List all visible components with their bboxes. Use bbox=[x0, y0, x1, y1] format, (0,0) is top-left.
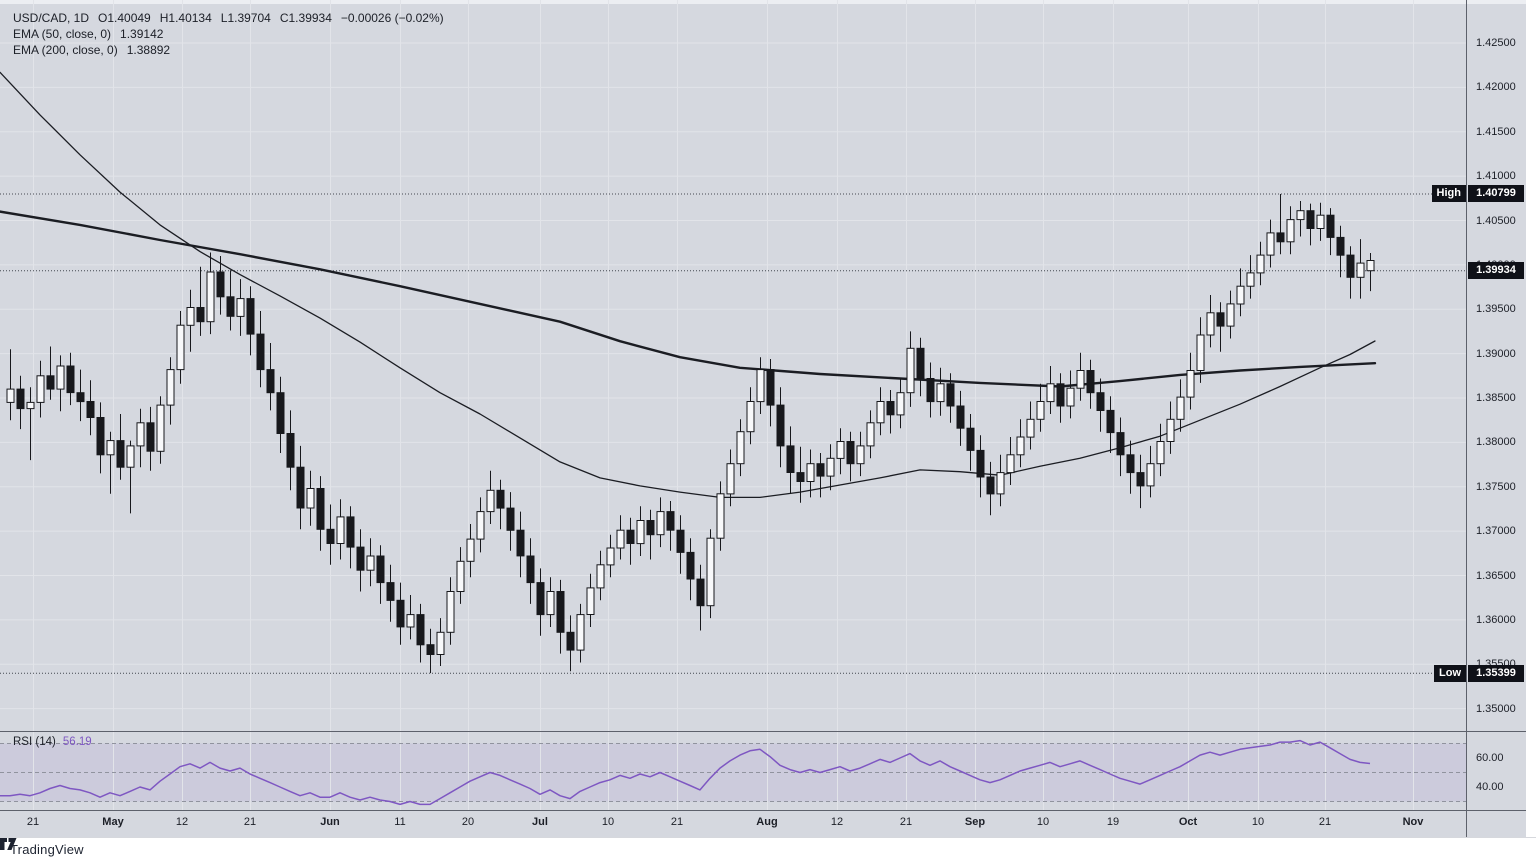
footer-bar: TradingView bbox=[0, 837, 1536, 860]
symbol-legend[interactable]: USD/CAD, 1D O1.40049 H1.40134 L1.39704 C1.39… bbox=[13, 10, 453, 58]
symbol-title[interactable]: USD/CAD, 1D bbox=[13, 11, 90, 25]
price-tick-label: 1.38500 bbox=[1476, 392, 1516, 404]
last-price-badge: 1.39934 bbox=[1468, 262, 1524, 279]
legend-ema50-row[interactable]: EMA (50, close, 0) 1.39142 bbox=[13, 26, 453, 42]
ema50-value: 1.39142 bbox=[120, 27, 164, 41]
time-tick-label: Jun bbox=[320, 816, 340, 828]
low-value: L1.39704 bbox=[220, 11, 271, 25]
price-chart-canvas[interactable] bbox=[0, 0, 1466, 731]
rsi-legend[interactable]: RSI (14) 56.19 bbox=[13, 736, 92, 748]
price-tick-label: 1.41000 bbox=[1476, 170, 1516, 183]
time-tick-label: 21 bbox=[899, 816, 913, 828]
time-tick-label: Sep bbox=[964, 816, 986, 828]
price-tick-label: 1.36000 bbox=[1476, 613, 1516, 626]
high-price-badge: 1.40799 bbox=[1468, 185, 1524, 202]
high-value: H1.40134 bbox=[159, 11, 212, 25]
price-axis-border bbox=[1466, 0, 1467, 837]
price-tick-label: 1.42000 bbox=[1476, 81, 1516, 94]
open-value: O1.40049 bbox=[98, 11, 151, 25]
price-tick-label: 1.39500 bbox=[1476, 303, 1516, 316]
time-tick-label: Jul bbox=[532, 816, 548, 828]
time-tick-label: 21 bbox=[26, 816, 40, 828]
rsi-value: 56.19 bbox=[62, 736, 92, 748]
time-tick-label: May bbox=[102, 816, 124, 828]
legend-ohlc-row[interactable]: USD/CAD, 1D O1.40049 H1.40134 L1.39704 C1.39… bbox=[13, 10, 453, 26]
tradingview-logo[interactable]: TradingView bbox=[0, 838, 84, 857]
rsi-chart-canvas[interactable] bbox=[0, 732, 1466, 810]
rsi-label[interactable]: RSI (14) bbox=[13, 736, 56, 748]
rsi-pane[interactable] bbox=[0, 732, 1466, 810]
tradingview-logo-icon bbox=[0, 838, 17, 850]
ema200-value: 1.38892 bbox=[126, 43, 171, 57]
top-strip bbox=[0, 0, 1526, 4]
tradingview-logo-text: TradingView bbox=[10, 842, 84, 857]
ema50-label[interactable]: EMA (50, close, 0) bbox=[13, 27, 112, 41]
legend-ema200-row[interactable]: EMA (200, close, 0) 1.38892 bbox=[13, 42, 453, 58]
price-tick-label: 1.40500 bbox=[1476, 214, 1516, 227]
time-tick-label: 21 bbox=[243, 816, 257, 828]
rsi-tick-label: 40.00 bbox=[1476, 781, 1504, 793]
price-tick-label: 1.35000 bbox=[1476, 702, 1516, 715]
ema200-label[interactable]: EMA (200, close, 0) bbox=[13, 43, 118, 57]
time-tick-label: Aug bbox=[756, 816, 778, 828]
price-tick-label: 1.36500 bbox=[1476, 569, 1516, 582]
time-tick-label: 10 bbox=[1251, 816, 1265, 828]
chart-background bbox=[0, 0, 1526, 837]
level-lines bbox=[0, 193, 1466, 674]
candles bbox=[6, 194, 1375, 674]
rsi-line[interactable] bbox=[0, 739, 1371, 806]
price-tick-label: 1.38000 bbox=[1476, 436, 1516, 449]
pane-separator[interactable] bbox=[0, 731, 1526, 732]
price-tick-label: 1.41500 bbox=[1476, 125, 1516, 138]
rsi-tick-label: 60.00 bbox=[1476, 752, 1504, 764]
price-axis[interactable]: 1.425001.420001.415001.410001.405001.400… bbox=[1467, 0, 1526, 837]
low-marker-tag: Low bbox=[1434, 665, 1466, 682]
time-axis-border bbox=[0, 810, 1526, 811]
change-value: −0.00026 (−0.02%) bbox=[340, 11, 444, 25]
time-tick-label: 10 bbox=[1036, 816, 1050, 828]
time-tick-label: 21 bbox=[670, 816, 684, 828]
time-tick-label: 12 bbox=[830, 816, 844, 828]
time-tick-label: Oct bbox=[1178, 816, 1198, 828]
time-tick-label: 10 bbox=[601, 816, 615, 828]
price-pane[interactable] bbox=[0, 0, 1466, 731]
time-tick-label: 21 bbox=[1318, 816, 1332, 828]
time-tick-label: 20 bbox=[461, 816, 475, 828]
time-tick-label: Nov bbox=[1402, 816, 1424, 828]
price-tick-label: 1.42500 bbox=[1476, 37, 1516, 49]
time-axis[interactable]: 21 May 12 21 Jun 11 20 Jul 10 21 Aug 12 21 Sep 10 19 Oct… bbox=[0, 811, 1466, 837]
high-marker-tag: High bbox=[1431, 185, 1466, 202]
time-tick-label: 19 bbox=[1106, 816, 1120, 828]
time-tick-label: 12 bbox=[175, 816, 189, 828]
price-tick-label: 1.39000 bbox=[1476, 347, 1516, 360]
close-value: C1.39934 bbox=[279, 11, 332, 25]
right-margin-strip bbox=[1526, 0, 1536, 860]
price-tick-label: 1.37000 bbox=[1476, 525, 1516, 538]
time-tick-label: 11 bbox=[394, 816, 406, 828]
ema-200-line[interactable] bbox=[0, 210, 1377, 388]
price-tick-label: 1.37500 bbox=[1476, 480, 1516, 493]
low-price-badge: 1.35399 bbox=[1468, 665, 1524, 682]
